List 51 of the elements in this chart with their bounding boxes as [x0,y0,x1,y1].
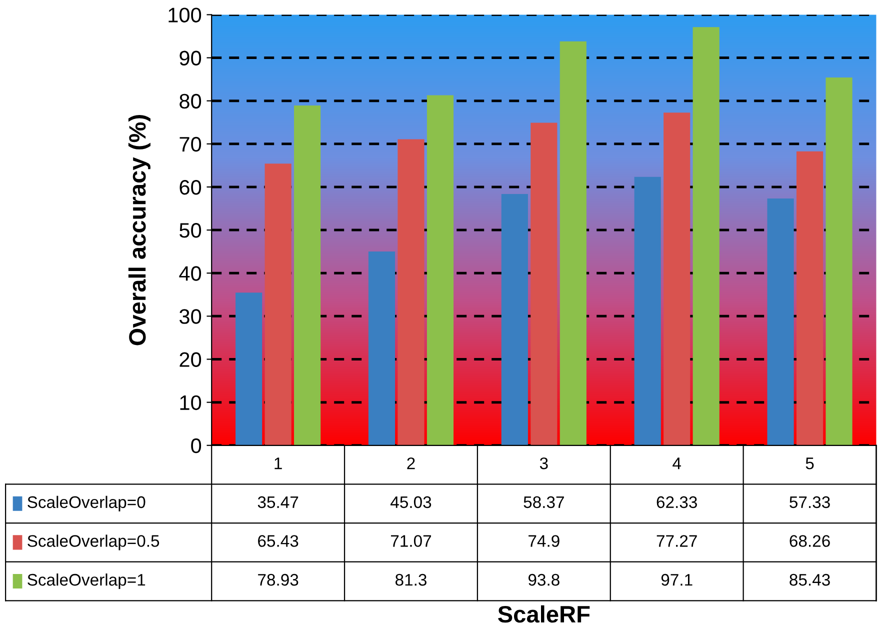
bar [264,164,292,446]
y-tick-label: 60 [180,180,202,195]
data-label: 58.37 [524,496,564,508]
y-tick-label: 50 [180,223,202,238]
data-label: 85.43 [790,574,830,586]
bar [796,151,824,446]
y-tick-label: 30 [180,309,202,324]
y-tick-label: 20 [180,352,202,367]
data-label: 65.43 [258,535,298,547]
y-tick-label: 90 [180,50,202,66]
y-tick-label: 0 [191,438,202,454]
bar [501,194,528,446]
bar [530,122,558,446]
bar [826,77,852,446]
data-label: 81.3 [396,574,426,586]
y-tick-label: 100 [168,8,202,22]
y-tick-label: 80 [180,94,202,109]
bar [634,176,661,446]
legend-label: ScaleOverlap=0 [28,496,146,512]
data-label: 74.9 [528,535,560,547]
data-label: 35.47 [258,496,298,508]
bar [692,27,720,446]
bar [398,139,424,446]
bar [560,41,586,446]
data-label: 77.27 [656,535,697,547]
data-label: 45.03 [390,496,432,508]
legend-label: ScaleOverlap=0.5 [28,534,160,550]
data-label: 71.07 [390,535,432,547]
bar [294,105,321,446]
bar [368,251,396,446]
data-label: 62.33 [656,496,697,508]
y-axis-title: Overall accuracy (%) [128,115,150,346]
x-tick-label: 5 [806,458,814,470]
data-label: 78.93 [258,574,298,586]
bar [664,112,690,446]
x-tick-label: 1 [274,458,282,470]
data-label: 57.33 [790,496,830,508]
data-label: 68.26 [790,535,830,547]
legend-label: ScaleOverlap=1 [28,573,146,590]
data-label: 93.8 [528,574,560,586]
bar [236,292,262,446]
bar [426,95,454,446]
y-tick-label: 40 [179,266,202,281]
data-label: 97.1 [661,574,692,586]
x-tick-label: 4 [672,458,681,470]
y-tick-label: 10 [180,395,202,410]
x-tick-label: 2 [407,457,415,470]
y-tick-label: 70 [180,136,202,152]
bar [767,198,794,446]
text: ScaleRF [498,605,590,623]
x-tick-label: 3 [540,457,548,470]
